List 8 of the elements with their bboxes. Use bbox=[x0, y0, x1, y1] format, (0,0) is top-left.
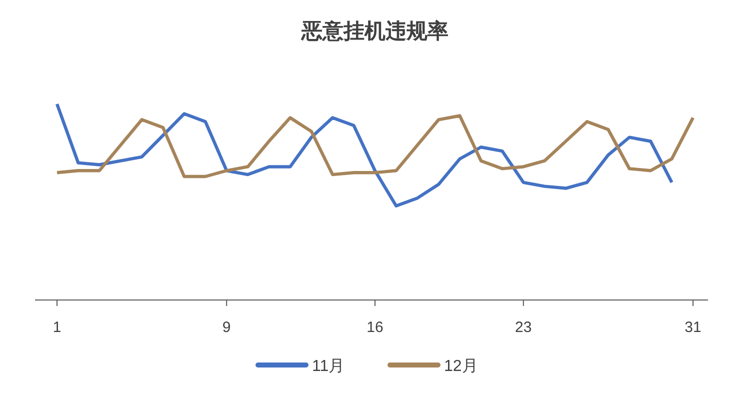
xtick: 23 bbox=[515, 319, 532, 336]
legend-label: 12月 bbox=[444, 358, 478, 375]
xtick: 1 bbox=[52, 319, 62, 336]
xtick: 9 bbox=[222, 319, 231, 336]
xtick: 16 bbox=[366, 319, 384, 336]
legend-label: 11月 bbox=[312, 358, 345, 375]
xtick: 31 bbox=[684, 319, 702, 336]
title: 恶意挂机违规率 bbox=[302, 20, 448, 43]
